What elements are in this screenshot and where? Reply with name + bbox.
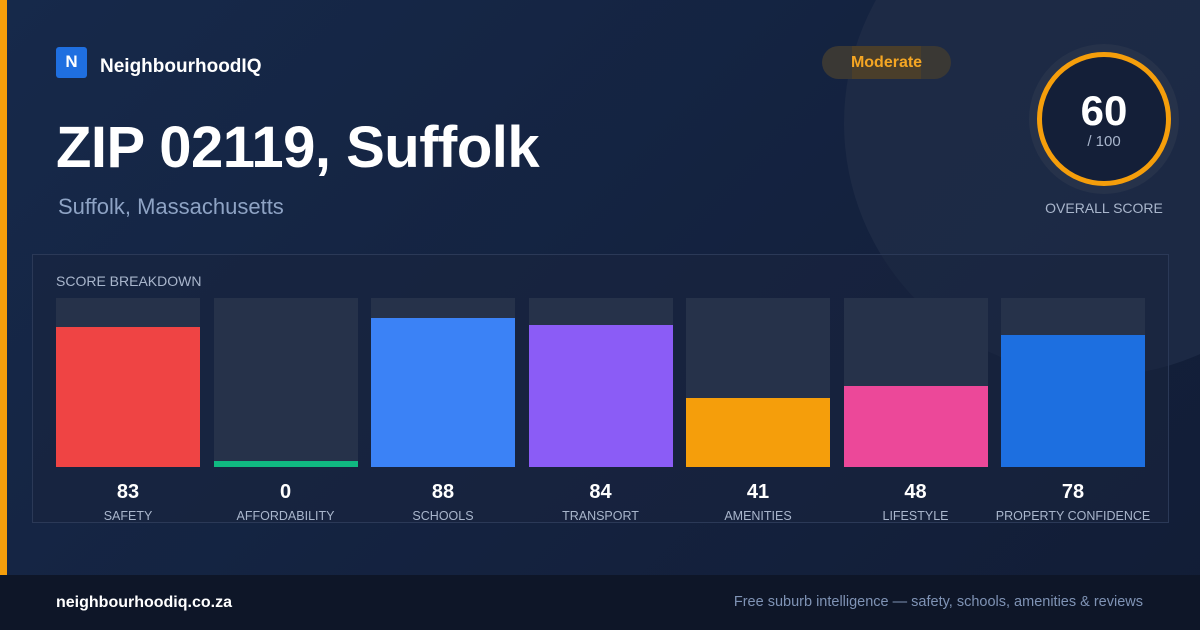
bar-fill [371, 318, 515, 467]
overall-score-label: OVERALL SCORE [1045, 200, 1163, 216]
brand-name: NeighbourhoodIQ [100, 56, 262, 77]
bar-column: 48 LIFESTYLE [843, 298, 988, 524]
bar-value: 48 [904, 481, 927, 503]
bar-label: AFFORDABILITY [236, 509, 335, 523]
bar-column: 41 AMENITIES [686, 298, 830, 524]
bar-column: 83 SAFETY [56, 298, 200, 524]
page-title: ZIP 02119, Suffolk [56, 115, 540, 180]
bar-track [213, 298, 358, 467]
overall-score-max: / 100 [1087, 132, 1121, 150]
rating-badge: Moderate [822, 46, 951, 79]
bar-label: LIFESTYLE [882, 509, 949, 523]
bar-fill [686, 397, 830, 467]
bar-value: 41 [746, 481, 770, 503]
bar-value: 78 [1061, 481, 1085, 503]
bar-track [686, 298, 830, 467]
bar-track [843, 298, 988, 467]
bar-column: 78 PROPERTY CONFIDENCE [996, 298, 1150, 524]
bar-value: 84 [589, 481, 612, 503]
bar-label: TRANSPORT [562, 509, 639, 523]
bar-value: 83 [116, 481, 140, 503]
bar-column: 0 AFFORDABILITY [213, 298, 358, 524]
bar-label: SAFETY [103, 509, 153, 523]
footer-url: neighbourhoodiq.co.za [56, 594, 232, 611]
rating-badge-label: Moderate [850, 53, 923, 71]
score-breakdown-panel: SCORE BREAKDOWN 83 SAFETY 0 AFFORDABILITY 88… [32, 254, 1169, 523]
bar-fill [213, 461, 358, 467]
footer-tagline: Free suburb intelligence — safety, schoo… [733, 594, 1143, 610]
bar-label: SCHOOLS [412, 509, 474, 523]
overall-score-dial: 60 / 100 [1037, 52, 1171, 186]
overall-score-value: 60 [1080, 86, 1128, 134]
accent-bar [0, 0, 7, 575]
score-breakdown-title: SCORE BREAKDOWN [56, 273, 202, 289]
overall-score-ring: 60 / 100 [1029, 44, 1179, 194]
page-subtitle: Suffolk, Massachusetts [58, 194, 284, 219]
bar-label: PROPERTY CONFIDENCE [995, 509, 1151, 523]
bar-column: 88 SCHOOLS [371, 298, 515, 524]
bar-track [528, 298, 673, 467]
bar-track [56, 298, 200, 467]
bar-label: AMENITIES [724, 509, 792, 523]
bar-value: 88 [431, 481, 455, 503]
bar-column: 84 TRANSPORT [528, 298, 673, 524]
bar-fill [843, 385, 988, 467]
bar-fill [528, 325, 673, 467]
score-breakdown-bars: 83 SAFETY 0 AFFORDABILITY 88 SCHOOLS 84 TRANSPO… [56, 298, 1150, 524]
bar-value: 0 [279, 481, 292, 503]
brand-logo-icon: N [56, 46, 87, 78]
bar-track [371, 298, 515, 467]
bar-fill [1001, 335, 1145, 467]
brand: N NeighbourhoodIQ [56, 46, 261, 78]
bar-fill [56, 326, 200, 467]
footer: neighbourhoodiq.co.za Free suburb intell… [0, 575, 1200, 630]
bar-track [1001, 298, 1145, 467]
